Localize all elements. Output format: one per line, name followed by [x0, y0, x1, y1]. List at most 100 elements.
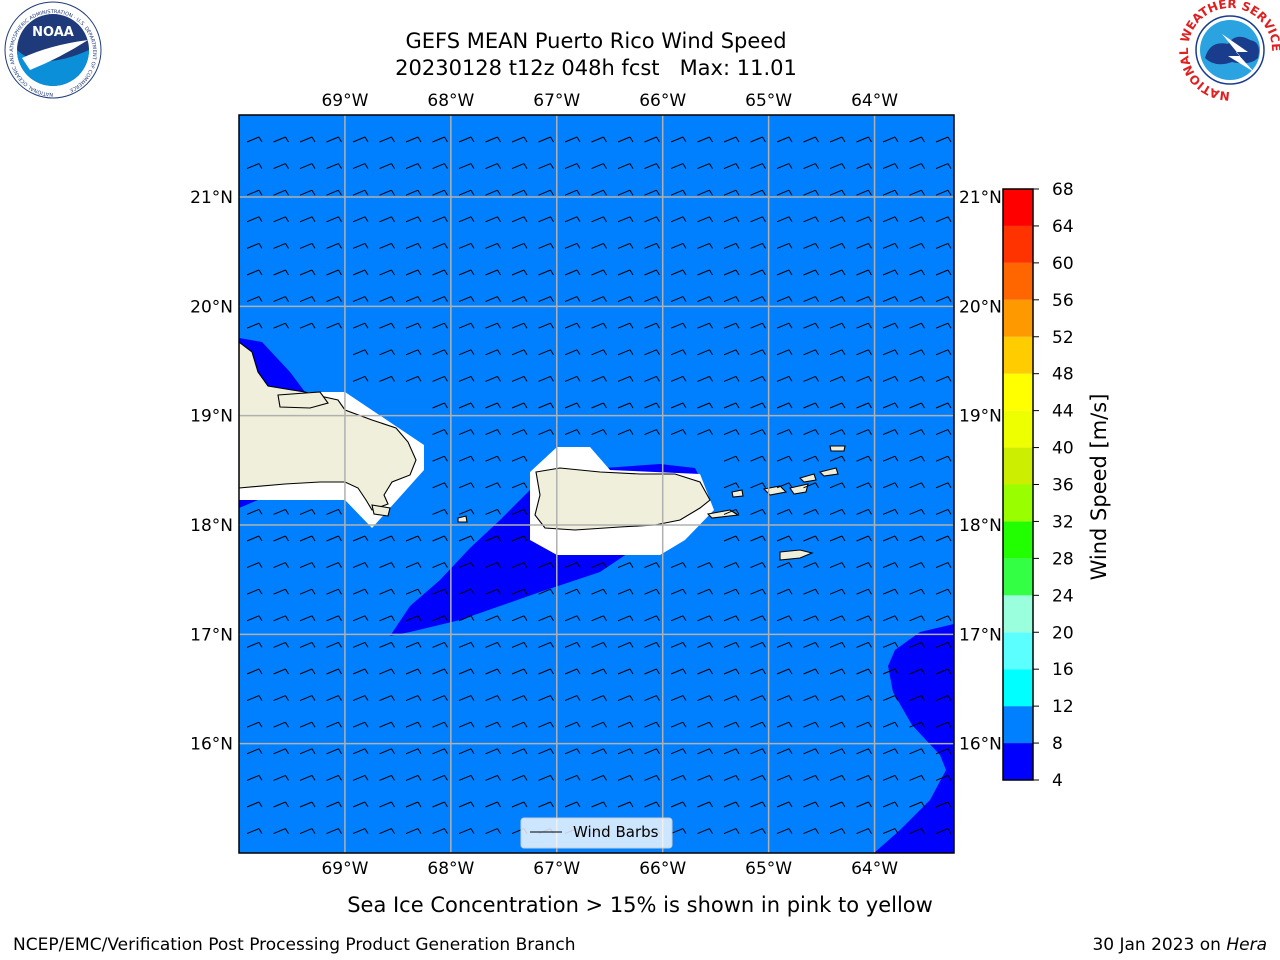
wind-barb	[538, 375, 554, 382]
wind-barb	[829, 748, 846, 755]
wind-barb	[935, 828, 952, 835]
wind-barb	[935, 535, 952, 542]
wind-barb	[750, 535, 766, 542]
wind-barb	[273, 322, 289, 329]
wind-barb	[856, 748, 872, 755]
wind-barb	[564, 668, 581, 675]
wind-barb	[617, 721, 634, 728]
wind-barb	[829, 375, 846, 382]
wind-barb	[882, 828, 899, 835]
wind-barb	[485, 455, 501, 462]
wind-barb	[379, 296, 395, 303]
wind-barb	[935, 375, 952, 382]
wind-barb	[856, 668, 872, 675]
wind-barb	[909, 402, 925, 409]
wind-barb	[723, 615, 740, 622]
wind-barb	[299, 801, 316, 808]
wind-barb	[485, 216, 501, 223]
wind-barb	[246, 641, 263, 648]
lat-tick-label-right: 18°N	[959, 516, 1002, 536]
wind-barb	[935, 322, 952, 329]
wind-barb	[458, 721, 475, 728]
lat-tick-label-left: 19°N	[190, 407, 233, 427]
wind-barb	[538, 801, 554, 808]
wind-barb	[299, 535, 316, 542]
wind-barb	[405, 349, 422, 356]
wind-barb	[723, 695, 740, 702]
wind-barb	[670, 641, 687, 648]
wind-barb	[273, 216, 289, 223]
wind-barb	[432, 455, 448, 462]
wind-barb	[299, 721, 316, 728]
wind-barb	[750, 296, 766, 303]
wind-barb	[617, 668, 634, 675]
wind-barb	[511, 242, 528, 249]
wind-barb	[617, 322, 634, 329]
wind-barb	[458, 828, 475, 835]
wind-barb	[750, 615, 766, 622]
wind-barb	[776, 801, 793, 808]
wind-barb	[750, 349, 766, 356]
wind-barb	[617, 296, 634, 303]
wind-barb	[352, 216, 369, 223]
wind-barb	[909, 322, 925, 329]
wind-barb	[670, 242, 687, 249]
wind-barb	[882, 695, 899, 702]
wind-barb	[352, 322, 369, 329]
colorbar-tick-label: 52	[1052, 328, 1074, 348]
colorbar-segment	[1003, 521, 1033, 559]
wind-barb	[432, 216, 448, 223]
colorbar-label: Wind Speed [m/s]	[1087, 394, 1111, 581]
wind-barb	[644, 562, 660, 569]
wind-barb	[882, 136, 899, 143]
colorbar-tick-label: 60	[1052, 254, 1074, 274]
wind-barb	[299, 322, 316, 329]
wind-barb	[326, 615, 342, 622]
wind-barb	[326, 242, 342, 249]
wind-barb	[856, 588, 872, 595]
wind-barb	[644, 429, 660, 436]
wind-barb	[299, 562, 316, 569]
wind-barb	[538, 402, 554, 409]
wind-barb	[750, 216, 766, 223]
wind-barb	[246, 296, 263, 303]
wind-barb	[617, 774, 634, 781]
wind-barb	[829, 216, 846, 223]
wind-barb	[723, 455, 740, 462]
wind-barb	[909, 136, 925, 143]
wind-barb	[538, 641, 554, 648]
wind-barb	[776, 828, 793, 835]
wind-barb	[591, 375, 607, 382]
wind-barb	[485, 322, 501, 329]
wind-barb	[776, 136, 793, 143]
wind-barb	[856, 402, 872, 409]
wind-barb	[405, 216, 422, 223]
wind-barb	[803, 641, 819, 648]
wind-barb	[803, 429, 819, 436]
wind-barb	[405, 242, 422, 249]
wind-barb	[776, 322, 793, 329]
wind-barb	[776, 774, 793, 781]
wind-barb	[750, 695, 766, 702]
wind-barb	[299, 242, 316, 249]
wind-barb	[511, 296, 528, 303]
wind-barb	[829, 695, 846, 702]
wind-barb	[644, 216, 660, 223]
wind-barb	[670, 216, 687, 223]
wind-barb	[538, 615, 554, 622]
wind-barb	[723, 668, 740, 675]
wind-barb	[856, 508, 872, 515]
wind-barb	[803, 668, 819, 675]
wind-barb	[246, 508, 263, 515]
wind-barb	[432, 375, 448, 382]
wind-barb	[405, 375, 422, 382]
wind-barb	[723, 828, 740, 835]
wind-barb	[935, 801, 952, 808]
wind-barb	[564, 801, 581, 808]
wind-barb	[432, 562, 448, 569]
wind-barb	[326, 322, 342, 329]
wind-barb	[882, 748, 899, 755]
wind-barb	[511, 269, 528, 276]
wind-barb	[299, 828, 316, 835]
wind-barb	[856, 695, 872, 702]
